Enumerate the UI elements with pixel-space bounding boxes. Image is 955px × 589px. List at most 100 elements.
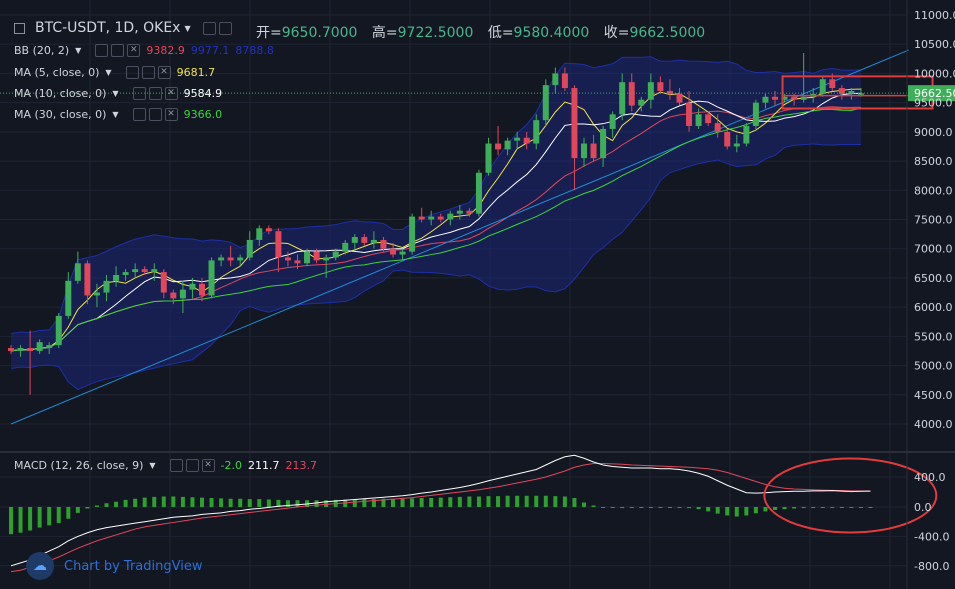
- visibility-icon[interactable]: [202, 21, 216, 35]
- candle-body: [189, 283, 196, 290]
- candle-body: [361, 237, 368, 243]
- macd-histogram-bar: [591, 505, 596, 507]
- macd-histogram-bar: [677, 507, 682, 508]
- candle-body: [838, 88, 845, 94]
- ma30-value: 9366.0: [183, 108, 223, 121]
- candle-body: [514, 137, 521, 141]
- candle-body: [475, 172, 482, 214]
- macd-histogram-bar: [37, 507, 42, 528]
- candle-body: [819, 79, 826, 94]
- macd-histogram-bar: [94, 505, 99, 507]
- tradingview-watermark[interactable]: ☁ Chart by TradingView: [26, 552, 202, 580]
- macd-signal-line: [10, 463, 871, 573]
- candle-body: [533, 120, 540, 144]
- symbol-title[interactable]: BTC-USDT, 1D, OKEx ▼: [14, 20, 232, 36]
- candle-body: [772, 96, 778, 100]
- candle-body: [800, 96, 807, 100]
- legend-ma5-label: MA (5, close, 0): [14, 66, 100, 79]
- candle-body: [657, 82, 664, 91]
- macd-histogram-bar: [228, 498, 233, 507]
- visibility-icon[interactable]: [125, 66, 139, 79]
- macd-histogram-bar: [238, 498, 243, 507]
- macd-histogram-bar: [324, 500, 329, 507]
- candle-body: [409, 216, 416, 252]
- macd-histogram-bar: [266, 499, 271, 507]
- settings-icon[interactable]: [148, 108, 162, 121]
- tradingview-logo-icon: ☁: [26, 552, 54, 580]
- watermark-text: Chart by TradingView: [64, 558, 203, 574]
- chevron-down-icon[interactable]: ▼: [184, 23, 191, 33]
- visibility-icon[interactable]: [169, 459, 183, 472]
- macd-tick-label: -400.0: [914, 530, 949, 543]
- macd-histogram-bar: [314, 500, 319, 507]
- candle-body: [237, 257, 244, 261]
- chevron-down-icon[interactable]: ▼: [149, 461, 156, 470]
- chevron-down-icon[interactable]: ▼: [112, 110, 119, 119]
- chevron-down-icon[interactable]: ▼: [75, 46, 82, 55]
- bb-fill: [11, 56, 861, 390]
- close-icon[interactable]: ✕: [201, 459, 215, 472]
- legend-bb[interactable]: BB (20, 2) ▼ ✕ 9382.9 9977.1 8788.8: [14, 44, 274, 57]
- macd-histogram-bar: [123, 499, 128, 507]
- candle-body: [628, 82, 635, 106]
- candle-body: [714, 123, 721, 132]
- candle-body: [323, 257, 330, 261]
- candle-body: [208, 260, 215, 296]
- chevron-down-icon[interactable]: ▼: [112, 89, 119, 98]
- price-axis[interactable]: 9662.500 4000.0 4500.0 5000.0 5500.0 6000.0 65…: [908, 9, 955, 573]
- macd-histogram-bar: [448, 497, 453, 507]
- macd-histogram-bar: [66, 507, 71, 519]
- macd-histogram-bar: [849, 507, 854, 508]
- chevron-down-icon[interactable]: ▼: [105, 68, 112, 77]
- macd-signal-value: 213.7: [285, 459, 317, 472]
- macd-histogram-bar: [209, 498, 214, 507]
- close-icon[interactable]: ✕: [164, 87, 178, 100]
- candle-body: [781, 96, 788, 100]
- candle-body: [313, 251, 320, 261]
- ohlc-readout: 开=9650.7000 高=9722.5000 低=9580.4000 收=96…: [256, 25, 706, 41]
- visibility-icon[interactable]: [132, 87, 146, 100]
- macd-histogram-bar: [629, 507, 634, 508]
- macd-histogram-bar: [247, 499, 252, 507]
- candle-body: [752, 102, 759, 127]
- macd-histogram-bar: [763, 507, 768, 512]
- macd-histogram-bar: [190, 497, 195, 507]
- settings-icon[interactable]: [111, 44, 125, 57]
- high-label: 高: [371, 25, 386, 41]
- candle-body: [27, 348, 34, 351]
- settings-icon[interactable]: [141, 66, 155, 79]
- settings-icon[interactable]: [185, 459, 199, 472]
- candle-body: [122, 272, 129, 276]
- legend-macd[interactable]: MACD (12, 26, close, 9) ▼ ✕ -2.0 211.7 21…: [14, 459, 317, 472]
- macd-histogram-bar: [285, 500, 290, 507]
- legend-ma30[interactable]: MA (30, close, 0) ▼ ✕ 9366.0: [14, 108, 222, 121]
- close-icon[interactable]: ✕: [127, 44, 141, 57]
- collapse-icon[interactable]: [14, 22, 25, 34]
- legend-ma5[interactable]: MA (5, close, 0) ▼ ✕ 9681.7: [14, 66, 215, 79]
- candle-body: [141, 269, 148, 273]
- macd-histogram-bar: [219, 498, 224, 507]
- visibility-icon[interactable]: [95, 44, 109, 57]
- settings-icon[interactable]: [148, 87, 162, 100]
- macd-histogram-bar: [868, 507, 873, 508]
- legend-ma10[interactable]: MA (10, close, 0) ▼ ✕ 9584.9: [14, 87, 222, 100]
- candle-body: [733, 143, 740, 147]
- candles: [0, 52, 907, 395]
- settings-icon[interactable]: [218, 21, 232, 35]
- candle-body: [390, 248, 396, 255]
- visibility-icon[interactable]: [132, 108, 146, 121]
- close-icon[interactable]: ✕: [164, 108, 178, 121]
- macd-histogram-bar: [257, 499, 262, 507]
- candle-body: [351, 237, 358, 243]
- macd-histogram-bar: [85, 507, 90, 509]
- candle-body: [495, 143, 502, 150]
- macd-histogram-bar: [114, 501, 119, 507]
- candle-body: [170, 292, 177, 299]
- candle-body: [428, 216, 435, 220]
- macd-histogram-bar: [773, 507, 777, 510]
- macd-histogram-bar: [811, 507, 816, 508]
- close-icon[interactable]: ✕: [157, 66, 171, 79]
- macd-histogram-bar: [734, 507, 739, 517]
- candle-body: [199, 283, 205, 296]
